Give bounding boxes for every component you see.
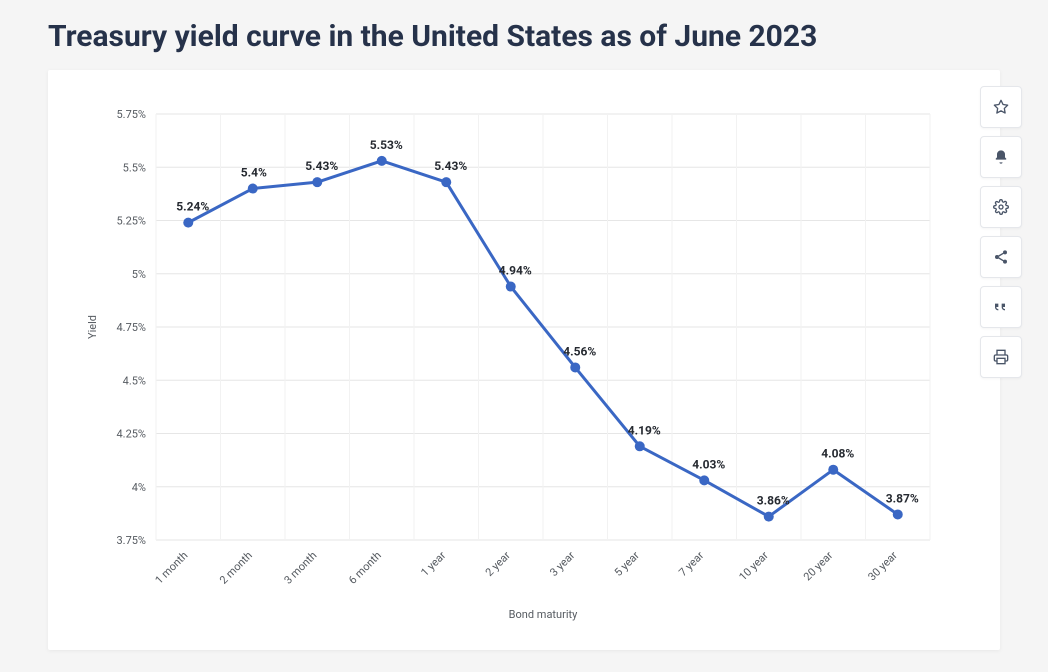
y-tick-label: 4.25% xyxy=(116,427,146,440)
x-tick-label: 1 month xyxy=(152,548,190,586)
y-tick-label: 5.25% xyxy=(116,214,146,227)
data-label: 4.56% xyxy=(563,344,596,358)
quote-icon xyxy=(993,299,1009,315)
y-axis-title: Yield xyxy=(86,315,99,339)
print-icon xyxy=(993,349,1009,365)
x-axis-title: Bond maturity xyxy=(509,608,578,621)
data-point[interactable] xyxy=(377,155,387,165)
data-point[interactable] xyxy=(699,475,709,485)
data-label: 3.86% xyxy=(757,493,790,507)
notify-button[interactable] xyxy=(980,136,1022,178)
data-point[interactable] xyxy=(635,441,645,451)
data-label: 4.94% xyxy=(499,263,532,277)
data-label: 5.43% xyxy=(305,159,338,173)
cite-button[interactable] xyxy=(980,286,1022,328)
data-label: 5.24% xyxy=(176,199,209,213)
x-tick-label: 10 year xyxy=(736,548,771,583)
favorite-button[interactable] xyxy=(980,86,1022,128)
y-tick-label: 5.5% xyxy=(123,161,146,174)
data-label: 3.87% xyxy=(886,491,919,505)
data-point[interactable] xyxy=(183,217,193,227)
data-point[interactable] xyxy=(570,362,580,372)
bell-icon xyxy=(993,149,1009,165)
data-label: 5.53% xyxy=(370,137,403,151)
data-point[interactable] xyxy=(893,509,903,519)
print-button[interactable] xyxy=(980,336,1022,378)
settings-button[interactable] xyxy=(980,186,1022,228)
y-tick-label: 3.75% xyxy=(116,534,146,547)
data-point[interactable] xyxy=(441,177,451,187)
page-title: Treasury yield curve in the United State… xyxy=(48,0,1000,70)
share-button[interactable] xyxy=(980,236,1022,278)
data-label: 4.19% xyxy=(628,423,661,437)
data-label: 4.08% xyxy=(821,446,854,460)
x-tick-label: 6 month xyxy=(346,548,384,586)
chart-toolbar xyxy=(980,86,1022,378)
x-tick-label: 1 year xyxy=(418,548,448,578)
x-tick-label: 7 year xyxy=(676,548,706,578)
y-tick-label: 4.75% xyxy=(116,321,146,334)
y-tick-label: 4% xyxy=(132,480,146,493)
x-tick-label: 5 year xyxy=(612,548,642,578)
data-point[interactable] xyxy=(764,511,774,521)
gear-icon xyxy=(993,199,1009,215)
yield-curve-chart: 3.75% 4% 4.25% 4.5% 4.75% 5% 5.25% 5.5% 5.75% 5.2… xyxy=(78,90,940,630)
data-point[interactable] xyxy=(506,281,516,291)
x-tick-label: 20 year xyxy=(801,548,836,583)
data-point[interactable] xyxy=(248,183,258,193)
y-tick-label: 5.75% xyxy=(116,108,146,121)
data-label: 5.4% xyxy=(241,165,267,179)
data-label: 5.43% xyxy=(434,159,467,173)
x-tick-label: 3 month xyxy=(281,548,319,586)
y-tick-label: 4.5% xyxy=(123,374,146,387)
data-point[interactable] xyxy=(828,464,838,474)
x-tick-label: 30 year xyxy=(865,548,900,583)
data-point[interactable] xyxy=(312,177,322,187)
share-icon xyxy=(993,249,1009,265)
x-tick-label: 2 year xyxy=(483,548,513,578)
data-label: 4.03% xyxy=(692,457,725,471)
star-icon xyxy=(993,99,1009,115)
x-tick-label: 3 year xyxy=(547,548,577,578)
y-tick-label: 5% xyxy=(132,267,146,280)
x-tick-label: 2 month xyxy=(217,548,255,586)
chart-card: 3.75% 4% 4.25% 4.5% 4.75% 5% 5.25% 5.5% 5.75% 5.2… xyxy=(48,70,1000,650)
